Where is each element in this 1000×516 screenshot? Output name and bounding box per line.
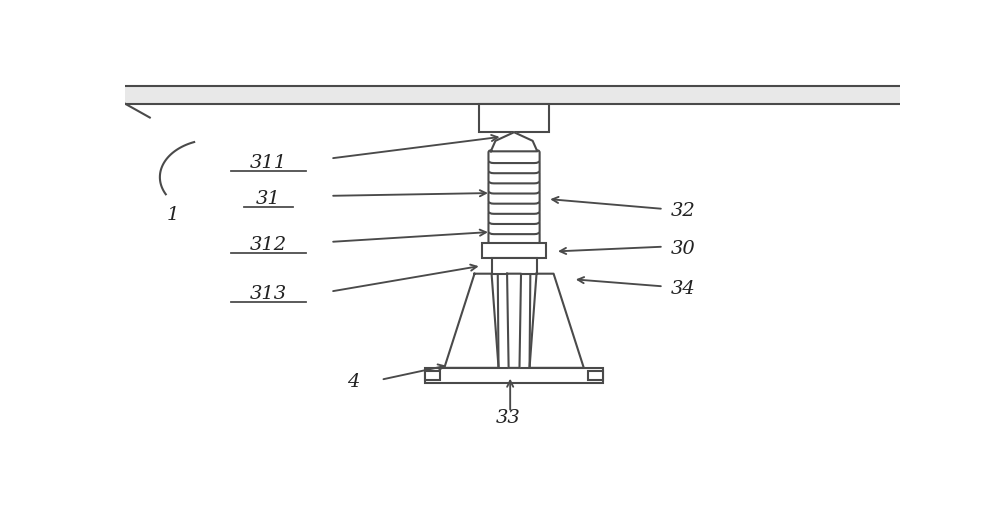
Bar <box>588 371 603 380</box>
FancyBboxPatch shape <box>488 221 540 234</box>
Bar <box>425 371 440 380</box>
Text: 33: 33 <box>496 409 521 427</box>
Text: 34: 34 <box>671 280 695 298</box>
Text: 30: 30 <box>671 240 695 259</box>
FancyBboxPatch shape <box>488 211 540 224</box>
Polygon shape <box>507 273 521 368</box>
Bar <box>482 243 546 258</box>
Text: 313: 313 <box>250 285 287 303</box>
Polygon shape <box>530 273 584 368</box>
Bar <box>492 258 537 273</box>
Text: 1: 1 <box>167 206 179 224</box>
FancyBboxPatch shape <box>488 160 540 173</box>
Text: 4: 4 <box>347 373 360 391</box>
Polygon shape <box>491 132 537 151</box>
FancyBboxPatch shape <box>488 201 540 214</box>
Bar <box>479 104 549 132</box>
Bar <box>125 86 900 104</box>
FancyBboxPatch shape <box>488 180 540 194</box>
FancyBboxPatch shape <box>488 231 540 244</box>
FancyBboxPatch shape <box>488 150 540 163</box>
Text: 312: 312 <box>250 236 287 254</box>
FancyBboxPatch shape <box>488 170 540 183</box>
Bar <box>425 368 603 383</box>
Polygon shape <box>444 273 499 368</box>
FancyBboxPatch shape <box>488 190 540 204</box>
Text: 32: 32 <box>671 202 695 220</box>
Text: 311: 311 <box>250 154 287 172</box>
Text: 31: 31 <box>256 190 281 208</box>
